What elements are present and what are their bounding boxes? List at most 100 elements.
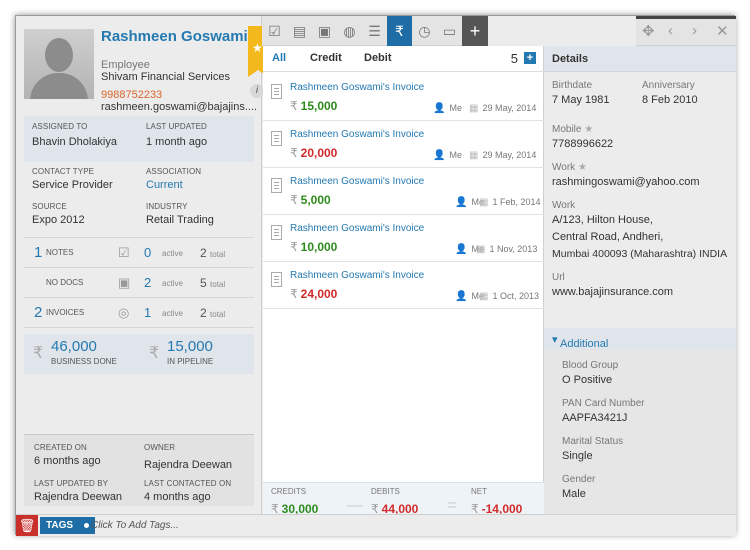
invoice-date: ▦ 1 Oct, 2013: [479, 291, 539, 302]
chat-icon[interactable]: ▭: [442, 23, 457, 39]
tasks-icon[interactable]: ☑: [268, 23, 281, 39]
additional-details-toggle[interactable]: ▾ Additional Details: [544, 328, 736, 362]
classification-section: CONTACT TYPE Service Provider ASSOCIATIO…: [24, 162, 254, 234]
add-module-button[interactable]: +: [462, 16, 488, 46]
star-icon: ★: [584, 124, 594, 135]
counter-docs[interactable]: NO DOCS ▣ 2 active 5 total: [24, 268, 254, 298]
blood-group-label: Blood Group: [562, 360, 619, 371]
docs-icon[interactable]: ▣: [317, 23, 332, 39]
list-icon[interactable]: ☰: [368, 23, 381, 39]
calendar-icon: ▦: [479, 291, 489, 302]
invoice-owner: 👤 Me: [455, 244, 484, 255]
invoice-title[interactable]: Rashmeen Goswami's Invoice: [290, 270, 425, 281]
contact-role: Employee: [101, 59, 150, 71]
last-contacted-value: 4 months ago: [144, 491, 211, 503]
contact-type-value: Service Provider: [32, 179, 113, 191]
previous-icon[interactable]: ‹: [668, 22, 673, 39]
invoice-title[interactable]: Rashmeen Goswami's Invoice: [290, 129, 425, 140]
next-icon[interactable]: ›: [692, 22, 697, 39]
invoice-owner: 👤 Me: [455, 291, 484, 302]
pan-label: PAN Card Number: [562, 398, 645, 409]
contact-company: Shivam Financial Services: [101, 71, 230, 83]
contact-name[interactable]: Rashmeen Goswami: [101, 28, 248, 45]
counter-invoices[interactable]: 2 INVOICES ◎ 1 active 2 total: [24, 298, 254, 328]
work-email-value[interactable]: rashmingoswami@yahoo.com: [552, 176, 700, 188]
birthdate-label: Birthdate: [552, 80, 593, 91]
gender-label: Gender: [562, 474, 596, 485]
invoice-title[interactable]: Rashmeen Goswami's Invoice: [290, 223, 425, 234]
address-line-3: Mumbai 400093 (Maharashtra) INDIA: [552, 248, 728, 260]
invoices-active-label: active: [162, 309, 183, 318]
last-updated-value: 1 month ago: [146, 136, 208, 148]
details-header: Details: [544, 46, 736, 72]
contact-email[interactable]: rashmeen.goswami@bajajins....: [101, 101, 258, 113]
owner-label: OWNER: [144, 443, 176, 452]
history-icon[interactable]: ◷: [418, 23, 431, 39]
association-value[interactable]: Current: [146, 179, 183, 191]
anniversary-value: 8 Feb 2010: [642, 94, 698, 106]
docs-total: 5 total: [200, 276, 226, 290]
avatar[interactable]: [24, 29, 94, 99]
trash-icon[interactable]: 🗑: [16, 515, 38, 536]
assigned-to-label: ASSIGNED TO: [32, 122, 88, 131]
list-item[interactable]: Rashmeen Goswami's Invoice ₹20,000 👤 Me ▦…: [263, 121, 544, 168]
window-controls-topbar: [636, 16, 736, 19]
list-item[interactable]: Rashmeen Goswami's Invoice ₹24,000 👤 Me ▦…: [263, 262, 544, 309]
move-icon[interactable]: ✥: [642, 23, 655, 40]
marital-status-value: Single: [562, 450, 593, 462]
created-on-value: 6 months ago: [34, 455, 101, 467]
additional-details-body: Blood Group O Positive PAN Card Number A…: [544, 350, 736, 514]
web-icon[interactable]: ◍: [343, 23, 356, 39]
invoice-doc-icon: [271, 178, 282, 193]
url-label: Url: [552, 272, 565, 283]
gender-value: Male: [562, 488, 586, 500]
invoice-date: ▦ 1 Nov, 2013: [476, 244, 538, 255]
invoices-count: 2: [34, 304, 43, 321]
last-updated-by-label: LAST UPDATED BY: [34, 479, 109, 488]
mobile-label: Mobile ★: [552, 124, 594, 135]
tab-all[interactable]: All: [272, 52, 287, 64]
invoice-owner: 👤 Me: [455, 197, 484, 208]
list-item[interactable]: Rashmeen Goswami's Invoice ₹15,000 👤 Me ▦…: [263, 74, 544, 121]
user-icon: 👤: [455, 244, 468, 255]
tab-credit[interactable]: Credit: [310, 52, 342, 64]
debits-label: DEBITS: [371, 487, 400, 496]
invoice-doc-icon: [271, 272, 282, 287]
created-on-label: CREATED ON: [34, 443, 87, 452]
assigned-to-value[interactable]: Bhavin Dholakiya: [32, 136, 117, 148]
industry-value: Retail Trading: [146, 214, 214, 226]
net-label: NET: [471, 487, 487, 496]
rupee-icon: ₹: [33, 345, 44, 362]
notes-icon[interactable]: ▤: [292, 23, 307, 39]
briefcase-icon: ▣: [118, 275, 131, 290]
invoice-filter-tabs: All Credit Debit 5 +: [263, 46, 544, 72]
assignment-card: ASSIGNED TO Bhavin Dholakiya LAST UPDATE…: [24, 116, 254, 162]
close-icon[interactable]: ✕: [716, 23, 729, 40]
contact-phone[interactable]: 9988752233: [101, 89, 163, 101]
details-panel: Details Birthdate 7 May 1981 Anniversary…: [544, 46, 736, 514]
invoice-title[interactable]: Rashmeen Goswami's Invoice: [290, 176, 425, 187]
url-value[interactable]: www.bajajinsurance.com: [552, 286, 674, 298]
tags-button[interactable]: TAGS: [40, 517, 96, 534]
net-value: ₹ -14,000: [471, 502, 523, 516]
rupee-icon[interactable]: ₹: [387, 16, 412, 46]
invoice-title[interactable]: Rashmeen Goswami's Invoice: [290, 82, 425, 93]
mobile-value[interactable]: 7788996622: [552, 138, 614, 150]
industry-label: INDUSTRY: [146, 202, 188, 211]
debits-value: ₹44,000: [371, 502, 419, 516]
counter-notes[interactable]: 1 NOTES ☑ 0 active 2 total: [24, 238, 254, 268]
add-tags-input[interactable]: Click To Add Tags...: [91, 520, 179, 531]
birthdate-value: 7 May 1981: [552, 94, 610, 106]
invoice-amount: ₹24,000: [290, 287, 338, 301]
list-item[interactable]: Rashmeen Goswami's Invoice ₹10,000 👤 Me ▦…: [263, 215, 544, 262]
notes-label: NOTES: [46, 248, 74, 257]
info-icon[interactable]: i: [250, 84, 264, 98]
list-item[interactable]: Rashmeen Goswami's Invoice ₹5,000 👤 Me ▦ 1…: [263, 168, 544, 215]
address-line-2: Central Road, Andheri,: [552, 231, 664, 243]
tab-debit[interactable]: Debit: [364, 52, 392, 64]
user-icon: 👤: [455, 291, 468, 302]
blood-group-value: O Positive: [562, 374, 613, 386]
marital-status-label: Marital Status: [562, 436, 624, 447]
add-invoice-button[interactable]: +: [524, 52, 536, 64]
invoice-owner: 👤 Me: [433, 150, 462, 161]
